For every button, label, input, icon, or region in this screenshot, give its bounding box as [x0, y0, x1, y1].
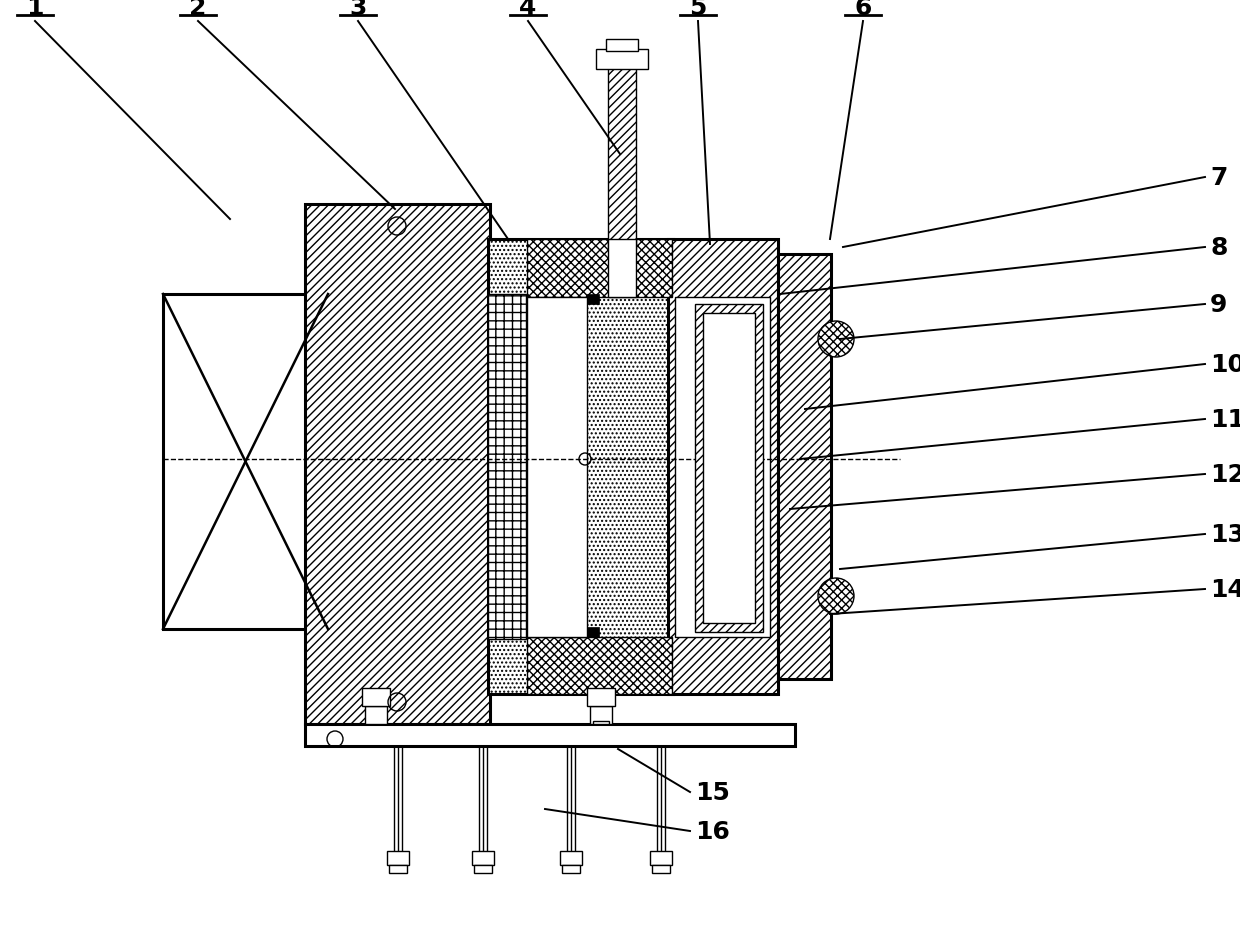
- Bar: [162, 295, 329, 629]
- Bar: [362, 688, 391, 706]
- Bar: [652, 865, 670, 873]
- Bar: [489, 295, 526, 640]
- Bar: [596, 50, 649, 70]
- Bar: [777, 255, 831, 679]
- Text: 10: 10: [1210, 352, 1240, 376]
- Text: 8: 8: [1210, 235, 1228, 260]
- Bar: [489, 240, 673, 694]
- Text: 3: 3: [350, 0, 367, 20]
- Bar: [703, 313, 755, 623]
- Text: 16: 16: [694, 819, 730, 843]
- Bar: [560, 851, 582, 865]
- Bar: [608, 240, 636, 298]
- Bar: [650, 851, 672, 865]
- Bar: [606, 40, 639, 52]
- Text: 13: 13: [1210, 523, 1240, 546]
- Bar: [527, 298, 587, 638]
- Bar: [562, 865, 580, 873]
- Bar: [365, 706, 387, 724]
- Bar: [587, 628, 599, 638]
- Text: 12: 12: [1210, 463, 1240, 487]
- Bar: [527, 638, 672, 694]
- Bar: [590, 706, 613, 724]
- Text: 11: 11: [1210, 408, 1240, 432]
- Text: 7: 7: [1210, 166, 1228, 190]
- Bar: [527, 240, 672, 298]
- Bar: [387, 851, 409, 865]
- Bar: [474, 865, 492, 873]
- Bar: [587, 295, 599, 305]
- Text: 15: 15: [694, 781, 730, 804]
- Bar: [472, 851, 494, 865]
- Text: 2: 2: [190, 0, 207, 20]
- Bar: [608, 65, 636, 249]
- Bar: [305, 724, 795, 746]
- Text: 6: 6: [854, 0, 872, 20]
- Bar: [389, 865, 407, 873]
- Text: 14: 14: [1210, 578, 1240, 602]
- Bar: [694, 305, 763, 632]
- Bar: [593, 721, 609, 724]
- Text: 5: 5: [689, 0, 707, 20]
- Ellipse shape: [818, 578, 854, 615]
- Bar: [668, 240, 777, 694]
- Bar: [587, 688, 615, 706]
- Bar: [675, 298, 770, 638]
- Text: 4: 4: [520, 0, 537, 20]
- Text: 1: 1: [26, 0, 43, 20]
- Bar: [305, 205, 490, 724]
- Text: 9: 9: [1210, 293, 1228, 317]
- Ellipse shape: [818, 322, 854, 358]
